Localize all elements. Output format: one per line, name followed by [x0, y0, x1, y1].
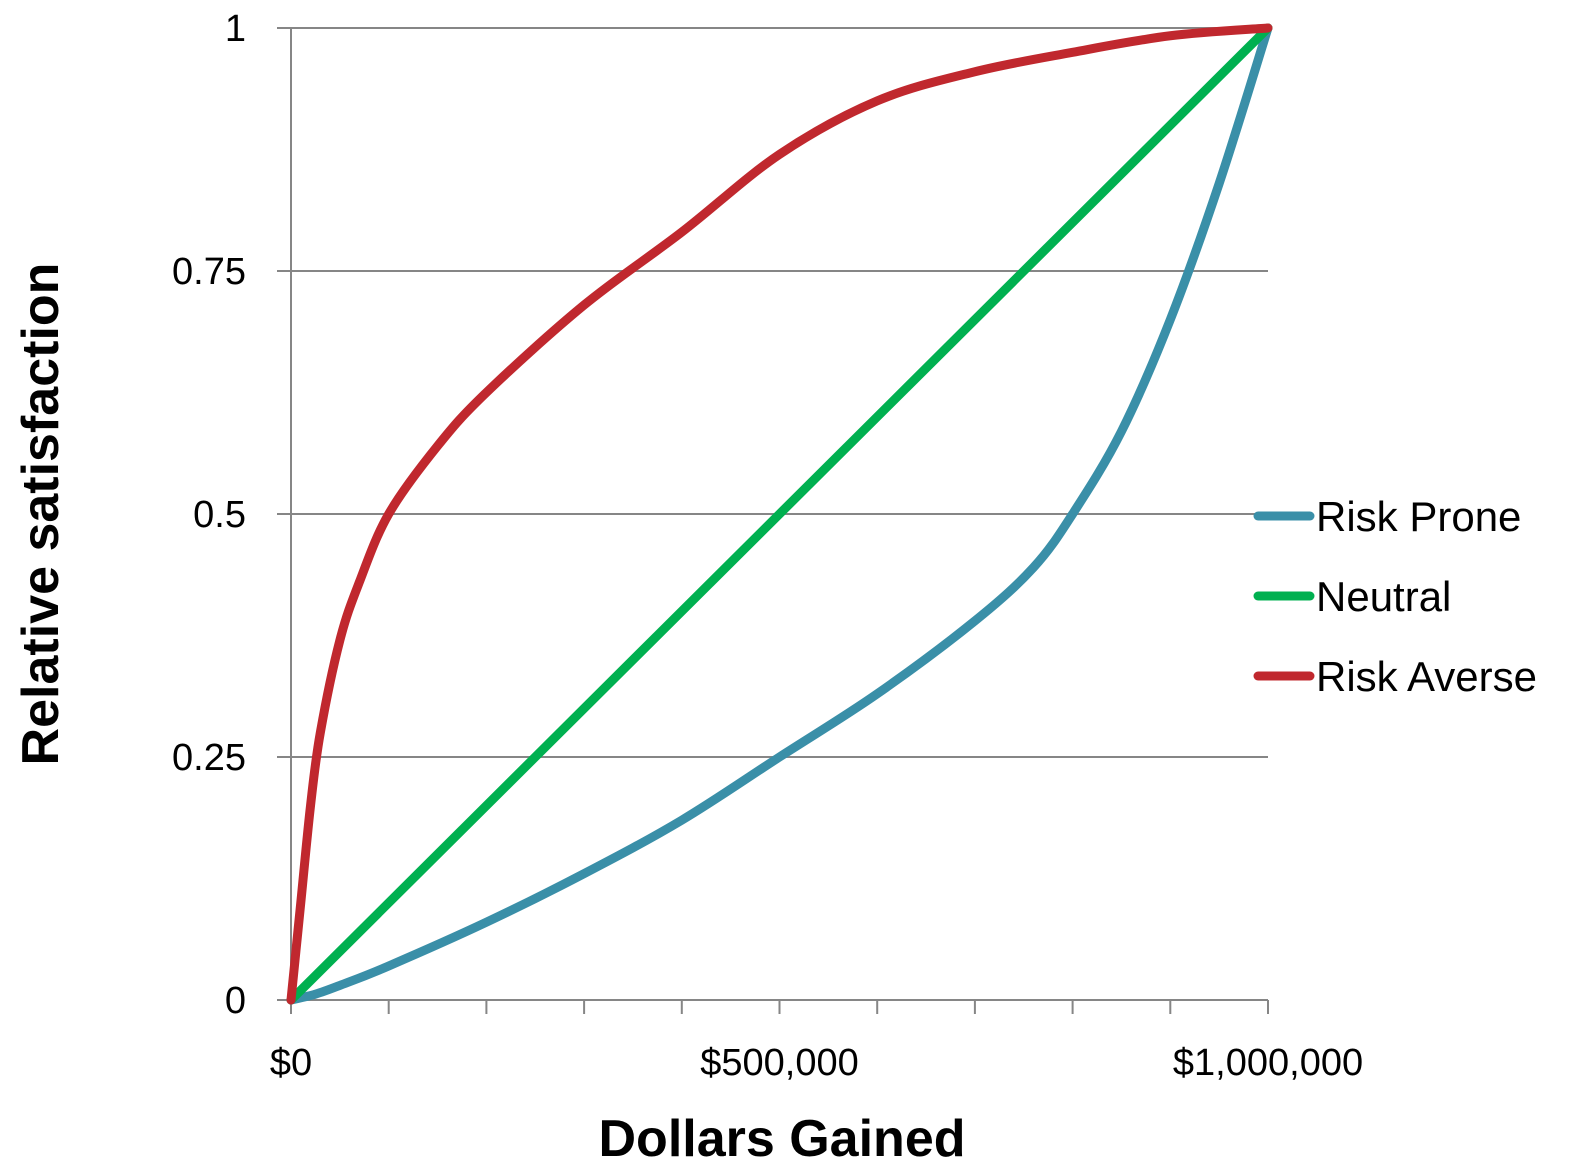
x-tick-label: $1,000,000 [1173, 1042, 1363, 1084]
x-axis-title: Dollars Gained [599, 1110, 966, 1168]
series-line-neutral [286, 23, 1273, 1005]
legend: Risk Prone Neutral Risk Averse [1253, 493, 1537, 700]
y-tick-label: 0 [225, 980, 246, 1022]
y-tick-label: 0.25 [172, 737, 246, 779]
legend-label-neutral: Neutral [1316, 573, 1451, 620]
x-tick-label: $0 [270, 1042, 312, 1084]
legend-label-risk-prone: Risk Prone [1316, 493, 1521, 540]
y-tick-label: 1 [225, 8, 246, 50]
y-tick-label: 0.75 [172, 251, 246, 293]
axes [290, 28, 1268, 1014]
series-line-risk-averse [286, 23, 1273, 1005]
x-tick-label: $500,000 [700, 1042, 859, 1084]
series-line-risk-prone [286, 23, 1273, 1005]
y-tick-label: 0.5 [193, 494, 246, 536]
y-axis-title: Relative satisfaction [12, 263, 70, 766]
tick-labels: 0 0.25 0.5 0.75 1 $0 $500,000 $1,000,000 [172, 8, 1363, 1084]
series-lines [286, 23, 1273, 1005]
legend-label-risk-averse: Risk Averse [1316, 653, 1537, 700]
